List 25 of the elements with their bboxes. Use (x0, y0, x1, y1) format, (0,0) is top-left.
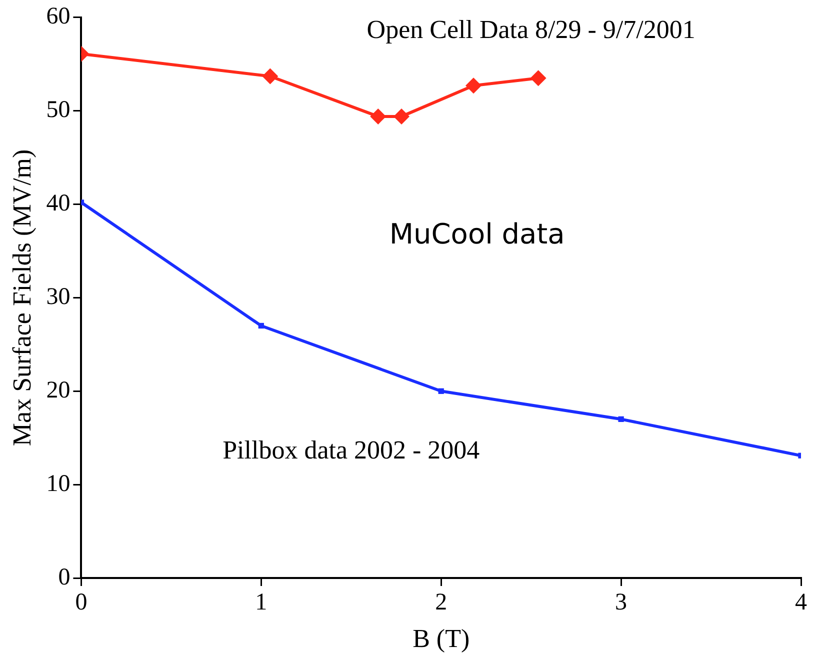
x-tick-label: 1 (255, 590, 268, 616)
point (258, 322, 264, 329)
y-tick-label: 50 (46, 97, 70, 124)
x-tick-label: 0 (75, 590, 88, 616)
x-tick-label: 2 (435, 590, 448, 616)
y-tick-label: 10 (46, 470, 70, 497)
annotation: MuCool data (389, 217, 565, 250)
y-tick-label: 30 (46, 284, 70, 310)
annotation: Pillbox data 2002 - 2004 (222, 436, 480, 465)
point (438, 388, 444, 394)
y-tick-label: 40 (46, 190, 70, 217)
annotation: Open Cell Data 8/29 - 9/7/2001 (366, 15, 696, 44)
point (618, 416, 624, 422)
x-tick-label: 3 (615, 590, 628, 616)
point (370, 108, 386, 124)
x-tick-label: 4 (795, 590, 807, 616)
point (530, 70, 546, 86)
x-axis-title: B (T) (412, 624, 470, 654)
y-tick-label: 60 (46, 4, 70, 30)
point (465, 78, 482, 94)
y-tick-label: 0 (58, 564, 70, 590)
y-tick-label: 20 (46, 377, 70, 404)
point (262, 68, 278, 84)
point (394, 108, 410, 124)
y-axis-title: Max Surface Fields (MV/m) (7, 149, 36, 446)
